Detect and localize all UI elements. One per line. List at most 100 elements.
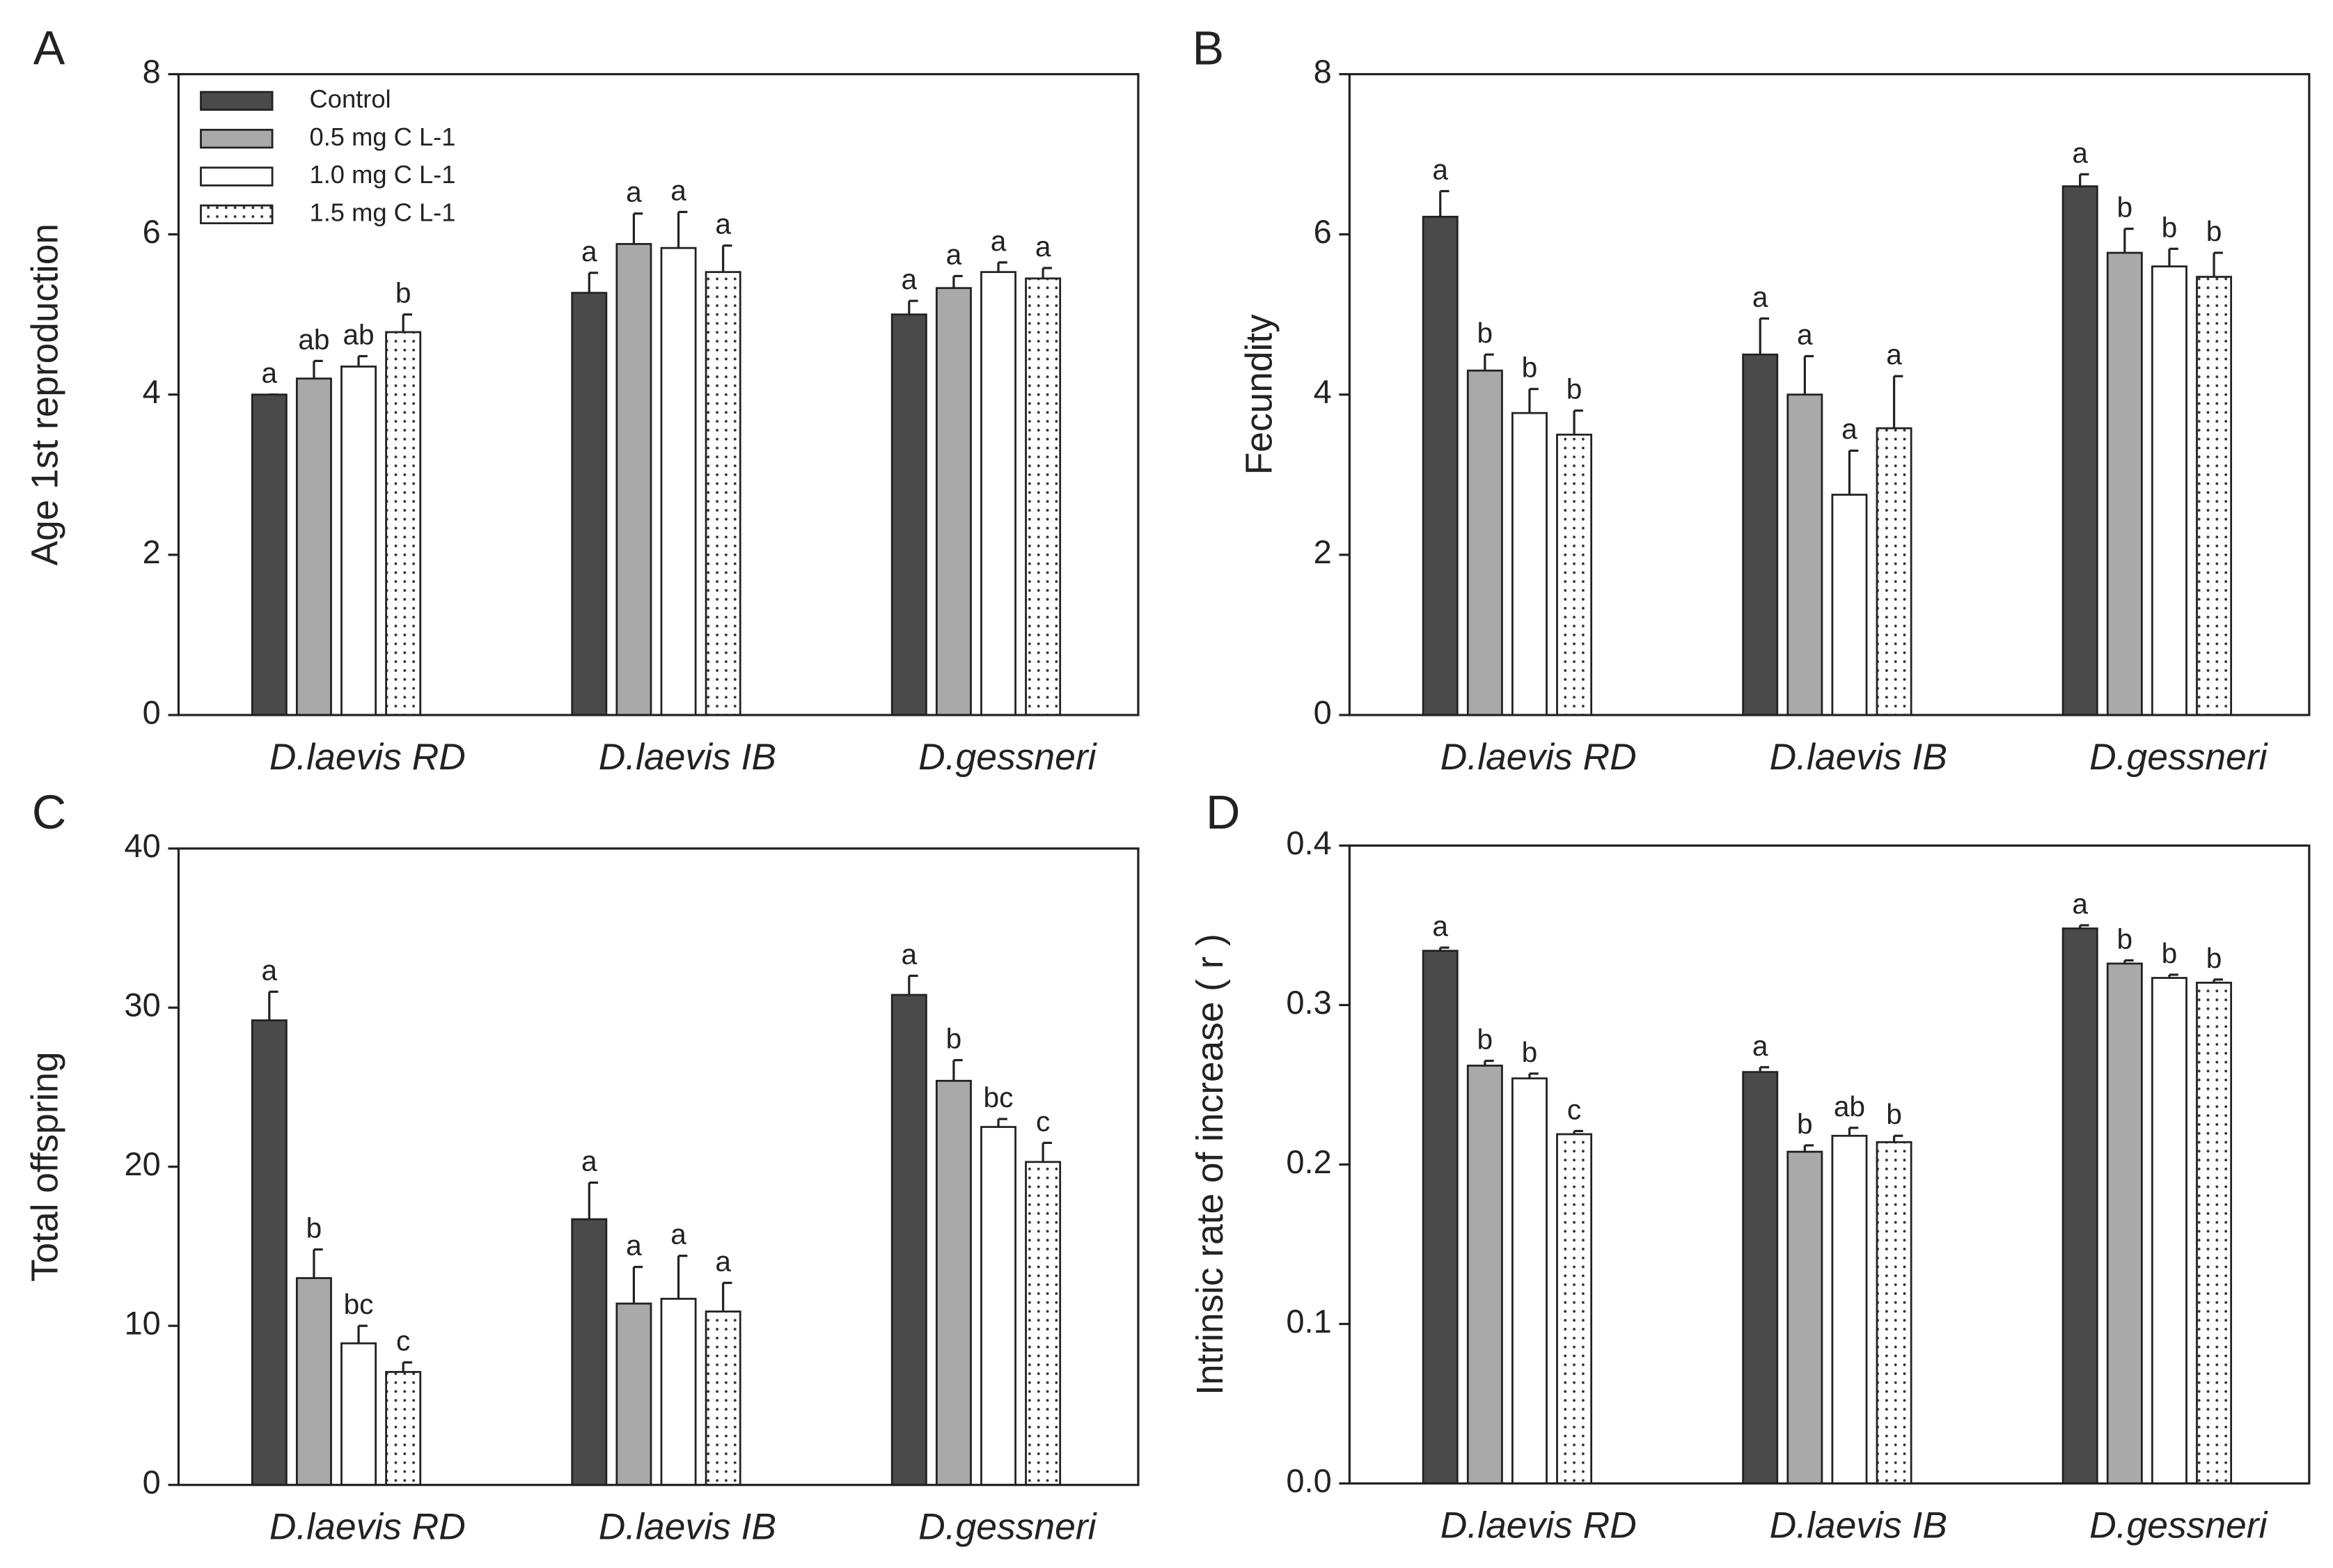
bar (2151, 265, 2187, 716)
bar (385, 331, 422, 716)
legend-swatch (200, 204, 274, 225)
bar (1876, 427, 1912, 716)
significance-letter: c (1567, 1093, 1581, 1125)
significance-letter: b (1797, 1108, 1813, 1140)
y-axis-label: Age 1st reproduction (24, 224, 65, 565)
bar (935, 1079, 972, 1487)
bar (1556, 1133, 1593, 1484)
bar (571, 1218, 608, 1487)
panel-label: D (1206, 786, 1240, 839)
bar (2151, 977, 2187, 1484)
significance-letter: c (1036, 1105, 1050, 1137)
significance-letter: b (2117, 191, 2133, 224)
y-tick-label: 8 (143, 54, 161, 90)
bar (340, 1342, 377, 1487)
y-tick-label: 2 (1314, 534, 1332, 570)
x-tick-label: D.laevis IB (1770, 1505, 1947, 1546)
bar (615, 243, 652, 716)
legend-label: 1.5 mg C L-1 (310, 198, 456, 226)
bar (1466, 1065, 1503, 1484)
plot-frame (177, 847, 1140, 1487)
bar (890, 313, 927, 716)
plot-frame (177, 72, 1140, 716)
legend-label: 1.0 mg C L-1 (310, 160, 456, 189)
significance-letter: c (396, 1325, 410, 1357)
bar (660, 246, 697, 716)
bar (2106, 251, 2143, 716)
x-tick-label: D.laevis RD (1440, 1505, 1637, 1546)
significance-letter: a (581, 235, 597, 267)
panel-label: B (1193, 22, 1225, 75)
bar (980, 1126, 1016, 1487)
bar (615, 1302, 652, 1487)
significance-letter: b (2206, 215, 2222, 247)
significance-letter: a (901, 939, 917, 971)
y-tick-label: 20 (125, 1146, 161, 1182)
bar (980, 271, 1016, 716)
significance-letter: a (262, 954, 278, 986)
significance-letter: b (2117, 923, 2133, 955)
y-tick-label: 0 (1314, 694, 1332, 730)
bar (1876, 1141, 1912, 1484)
significance-letter: a (262, 357, 278, 389)
bar (660, 1297, 697, 1487)
bar (1422, 950, 1459, 1484)
bar (571, 292, 608, 716)
plot-frame (1348, 844, 2311, 1485)
x-tick-label: D.laevis IB (599, 1507, 776, 1548)
significance-letter: a (946, 239, 962, 271)
significance-letter: a (715, 1246, 731, 1278)
bar (1831, 494, 1868, 716)
significance-letter: b (395, 277, 411, 309)
bar (1786, 393, 1823, 716)
bar (1025, 1161, 1062, 1487)
y-tick-label: 10 (125, 1306, 161, 1342)
bar (2061, 927, 2098, 1484)
x-tick-label: D.laevis RD (269, 737, 466, 778)
y-axis-label: Total offspring (24, 1051, 65, 1282)
bar (1511, 411, 1548, 716)
significance-letter: b (946, 1023, 962, 1055)
significance-letter: a (1886, 338, 1902, 370)
y-tick-label: 4 (1314, 374, 1332, 410)
x-tick-label: D.gessneri (918, 737, 1097, 778)
bar (1556, 433, 1593, 716)
bar (251, 1019, 288, 1487)
bar (1025, 277, 1062, 716)
significance-letter: a (1752, 281, 1768, 313)
y-tick-label: 0.3 (1286, 985, 1331, 1021)
bar (2106, 962, 2143, 1484)
y-axis-label: Fecundity (1239, 314, 1280, 475)
y-tick-label: 0.4 (1286, 825, 1331, 861)
significance-letter: b (1522, 1036, 1538, 1068)
significance-letter: a (1797, 319, 1813, 351)
bar (935, 287, 972, 716)
x-tick-label: D.gessneri (918, 1507, 1097, 1548)
x-tick-label: D.laevis IB (1770, 737, 1947, 778)
y-axis-label: Intrinsic rate of increase ( r ) (1190, 934, 1231, 1395)
bar (2196, 276, 2232, 716)
bar (1742, 353, 1779, 716)
legend-swatch (200, 91, 274, 111)
y-tick-label: 4 (143, 374, 161, 410)
bar (1742, 1071, 1779, 1484)
bar (705, 1310, 741, 1487)
significance-letter: a (626, 176, 642, 208)
bar (1466, 369, 1503, 716)
y-tick-label: 2 (143, 534, 161, 570)
y-tick-label: 6 (143, 214, 161, 250)
significance-letter: a (2072, 136, 2088, 168)
bar (295, 1277, 332, 1487)
significance-letter: ab (1834, 1090, 1865, 1122)
y-tick-label: 30 (125, 987, 161, 1024)
y-tick-label: 0.2 (1286, 1144, 1331, 1180)
significance-letter: b (2206, 942, 2222, 974)
significance-letter: b (1566, 373, 1582, 405)
bar (251, 393, 288, 716)
y-tick-label: 0.0 (1286, 1463, 1331, 1499)
y-tick-label: 8 (1314, 54, 1332, 90)
significance-letter: a (1035, 230, 1051, 262)
panel-label: C (32, 786, 66, 839)
bar (705, 271, 741, 716)
